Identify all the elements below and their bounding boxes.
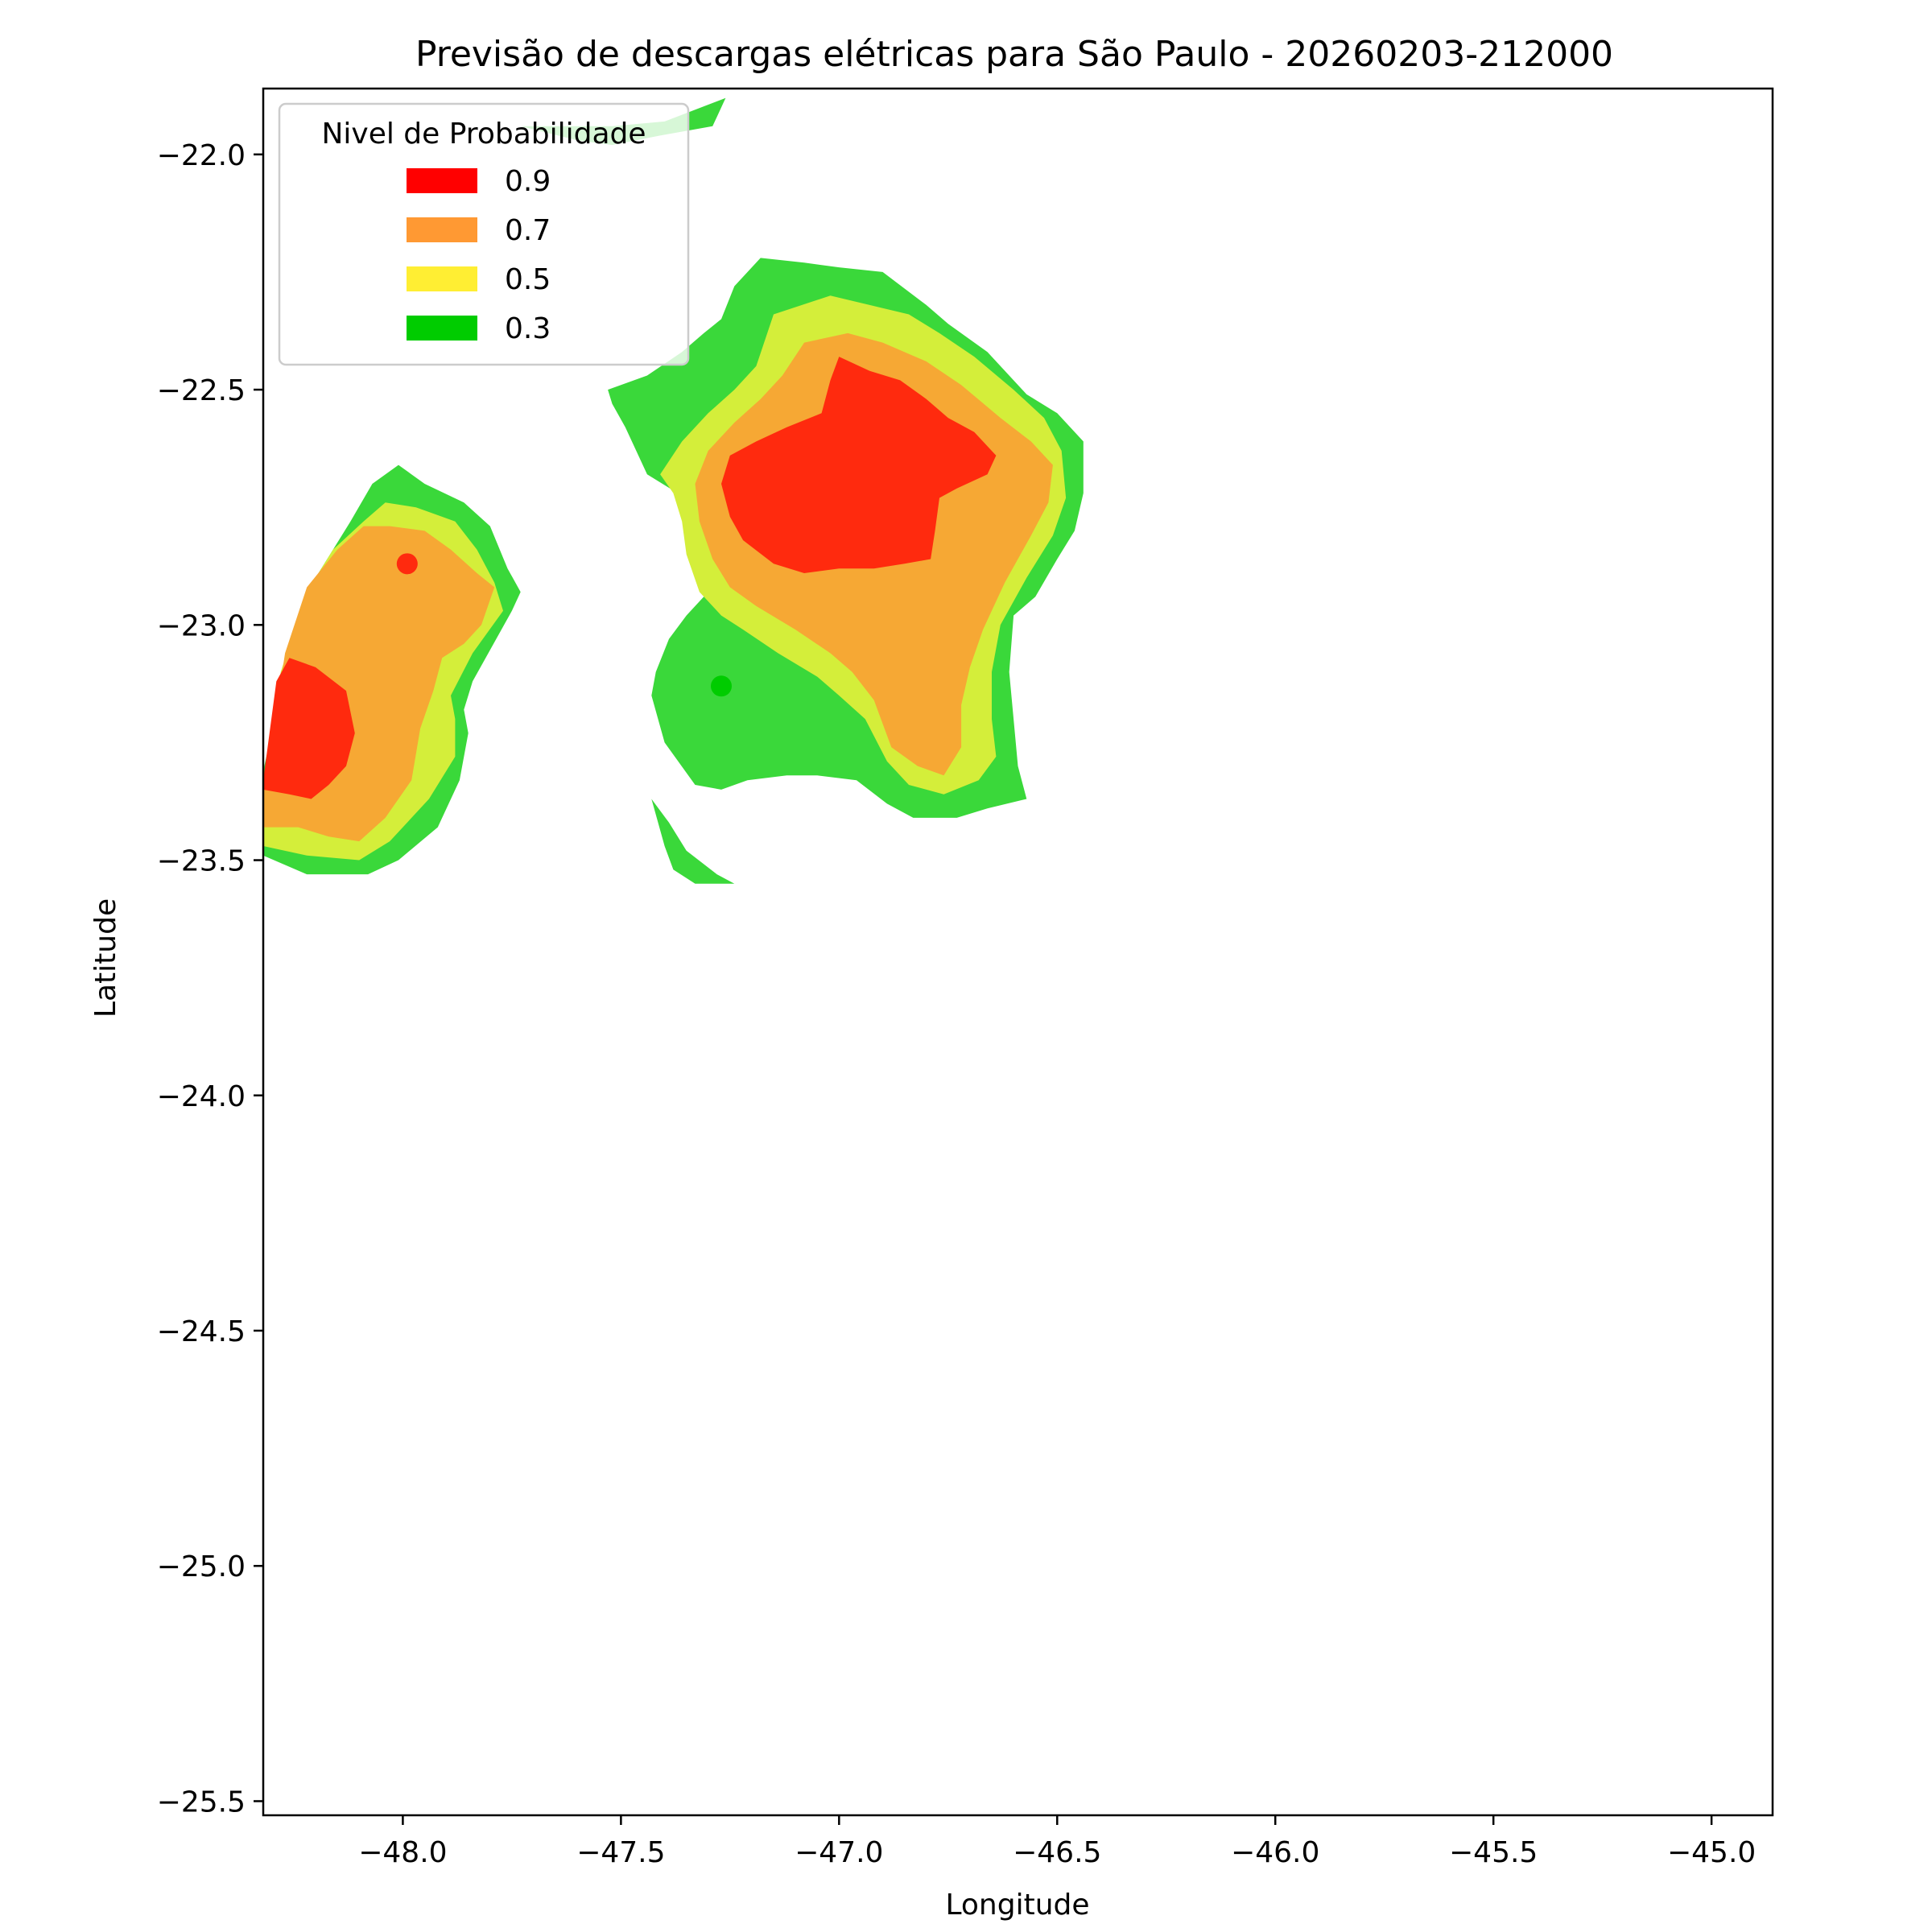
legend-frame xyxy=(278,102,690,366)
legend: Nivel de Probabilidade 0.9 0.7 0.5 0.3 xyxy=(278,102,690,366)
legend-swatch-05 xyxy=(407,266,477,291)
legend-label-05: 0.5 xyxy=(505,263,551,296)
x-tick-label: −46.5 xyxy=(1013,1836,1101,1869)
plot-frame xyxy=(262,87,1774,1817)
legend-label-09: 0.9 xyxy=(505,165,551,198)
legend-label-07: 0.7 xyxy=(505,214,551,247)
contour-region-03-6 xyxy=(651,799,735,884)
y-tick-label: −22.0 xyxy=(157,139,246,172)
x-tick-label: −47.0 xyxy=(795,1836,883,1869)
y-tick-label: −25.5 xyxy=(157,1785,246,1818)
chart-title: Previsão de descargas elétricas para São… xyxy=(415,34,1613,75)
y-tick-label: −22.5 xyxy=(157,374,246,407)
legend-swatch-09 xyxy=(407,168,477,193)
plot-area xyxy=(262,87,1774,1817)
x-tick-label: −46.0 xyxy=(1231,1836,1319,1869)
y-tick-label: −24.5 xyxy=(157,1315,246,1348)
x-tick-label: −45.0 xyxy=(1667,1836,1756,1869)
x-tick-label: −45.5 xyxy=(1449,1836,1538,1869)
y-tick-label: −23.0 xyxy=(157,609,246,642)
legend-label-03: 0.3 xyxy=(505,312,551,345)
y-tick-label: −24.0 xyxy=(157,1080,246,1113)
y-tick-label: −25.0 xyxy=(157,1550,246,1583)
x-tick-label: −47.5 xyxy=(576,1836,665,1869)
x-axis-label: Longitude xyxy=(945,1889,1089,1922)
contour-regions xyxy=(263,97,1084,884)
y-axis-label: Latitude xyxy=(89,898,122,1018)
y-axis: −22.0 −22.5 −23.0 −23.5 −24.0 −24.5 −25.0 −25.5 xyxy=(157,139,263,1818)
legend-title: Nivel de Probabilidade xyxy=(321,118,646,151)
legend-swatch-03 xyxy=(407,316,477,341)
contour-region-09-9 xyxy=(721,357,997,573)
legend-entries: 0.9 0.7 0.5 0.3 xyxy=(407,165,551,345)
legend-swatch-07 xyxy=(407,217,477,242)
y-tick-label: −23.5 xyxy=(157,845,246,878)
x-axis: −48.0 −47.5 −47.0 −46.5 −46.0 −45.5 −45.0 xyxy=(358,1815,1756,1869)
marker-1 xyxy=(711,675,733,697)
marker-0 xyxy=(396,553,418,575)
data-markers xyxy=(396,553,733,697)
contour-region-09-4 xyxy=(263,658,355,799)
x-tick-label: −48.0 xyxy=(358,1836,447,1869)
